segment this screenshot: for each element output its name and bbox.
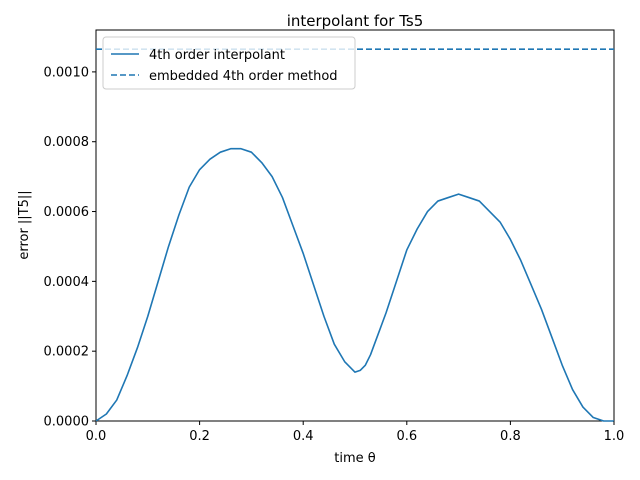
y-axis-label: error ||T5|| bbox=[17, 190, 32, 259]
y-axis-ticks: 0.0000 0.0002 0.0004 0.0006 0.0008 0.0010 bbox=[44, 65, 96, 430]
legend-box bbox=[102, 36, 356, 90]
x-tick-label: 0.8 bbox=[500, 429, 521, 444]
x-axis-label: time θ bbox=[334, 451, 376, 466]
x-tick-label: 0.6 bbox=[396, 429, 417, 444]
x-tick-label: 0.2 bbox=[189, 429, 210, 444]
x-tick-label: 0.4 bbox=[293, 429, 314, 444]
x-axis-ticks: 0.0 0.2 0.4 0.6 0.8 1.0 bbox=[86, 421, 625, 444]
x-tick-label: 1.0 bbox=[604, 429, 625, 444]
x-tick-label: 0.0 bbox=[86, 429, 107, 444]
y-tick-label: 0.0010 bbox=[44, 65, 90, 80]
plot-frame bbox=[95, 29, 615, 422]
y-tick-label: 0.0006 bbox=[44, 205, 90, 220]
series-line-interpolant bbox=[95, 147, 614, 422]
legend-label-interpolant: 4th order interpolant bbox=[149, 48, 285, 63]
plot-area bbox=[95, 29, 615, 422]
y-tick-label: 0.0004 bbox=[44, 275, 90, 290]
y-tick-label: 0.0002 bbox=[44, 345, 90, 360]
chart-title: interpolant for Ts5 bbox=[287, 12, 424, 30]
y-tick-label: 0.0008 bbox=[44, 135, 90, 150]
legend-label-embedded: embedded 4th order method bbox=[149, 69, 338, 84]
legend: 4th order interpolant embedded 4th order… bbox=[102, 36, 356, 90]
y-tick-label: 0.0000 bbox=[44, 415, 90, 430]
